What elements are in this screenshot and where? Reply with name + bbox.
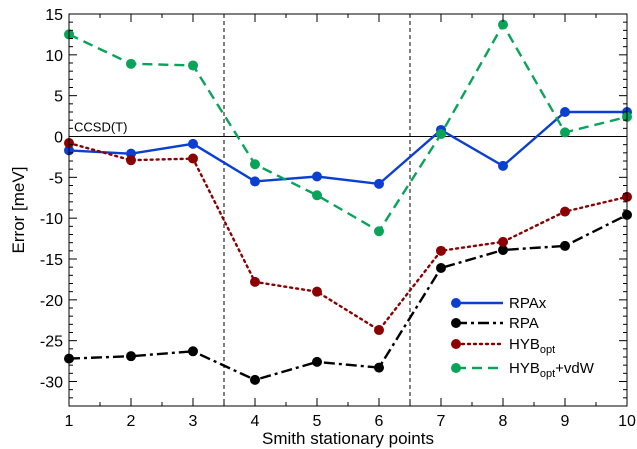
x-tick-label: 6 — [375, 413, 384, 430]
series-line-3 — [68, 22, 628, 233]
legend-label: RPA — [509, 315, 539, 332]
plot-layer — [64, 14, 632, 406]
y-tick-label: 0 — [54, 130, 63, 147]
data-point — [560, 240, 570, 251]
x-tick-label: 4 — [251, 413, 260, 430]
y-tick-label: 10 — [45, 48, 63, 65]
data-point — [560, 206, 570, 217]
axes-layer: 1 2 3 4 5 6 7 8 9 10 15 10 5 0 -5 -10 -15 -20 -25 -30 — [40, 7, 636, 430]
x-tick-label: 1 — [65, 413, 74, 430]
data-point — [250, 276, 260, 287]
data-point — [250, 159, 260, 170]
data-point — [374, 178, 384, 189]
y-tick-label: -10 — [40, 211, 63, 228]
legend-label: HYBopt — [509, 336, 555, 356]
data-point — [312, 190, 322, 201]
data-point — [560, 107, 570, 117]
x-tick-label: 7 — [437, 413, 446, 430]
legend-marker — [451, 363, 461, 373]
y-tick-label: 5 — [54, 89, 63, 106]
x-tick-label: 2 — [127, 413, 136, 430]
legend-marker — [451, 298, 461, 308]
data-point — [188, 346, 198, 357]
x-tick-label: 9 — [561, 413, 570, 430]
legend: RPAx RPA HYBopt HYBopt+vdW — [451, 295, 595, 380]
y-tick-label: -5 — [49, 170, 63, 187]
y-tick-label: -15 — [40, 252, 63, 269]
legend-marker — [451, 318, 461, 328]
data-point — [374, 226, 384, 237]
legend-label: HYBopt+vdW — [509, 360, 595, 380]
x-tick-label: 8 — [499, 413, 508, 430]
data-point — [188, 153, 198, 164]
data-point — [188, 138, 198, 149]
data-point — [436, 262, 446, 273]
data-point — [560, 127, 570, 138]
y-tick-label: -20 — [40, 293, 63, 310]
x-tick-label: 5 — [313, 413, 322, 430]
data-point — [498, 160, 508, 171]
data-point — [436, 129, 446, 140]
series-line-0 — [68, 110, 627, 186]
data-point — [126, 351, 136, 362]
legend-marker — [451, 339, 461, 349]
data-point — [312, 171, 322, 182]
series-line-2 — [67, 141, 629, 332]
y-tick-label: 15 — [45, 7, 63, 24]
data-point — [188, 60, 198, 71]
y-axis-title: Error [meV] — [9, 167, 28, 254]
data-point — [374, 325, 384, 336]
data-point — [126, 155, 136, 166]
x-axis-title: Smith stationary points — [262, 429, 434, 448]
x-tick-label: 3 — [189, 413, 198, 430]
data-point — [126, 58, 136, 69]
x-tick-label: 10 — [618, 413, 636, 430]
y-tick-label: -25 — [40, 334, 63, 351]
series-line-1 — [68, 213, 628, 382]
data-point — [374, 362, 384, 373]
data-point — [312, 286, 322, 297]
data-point — [498, 236, 508, 247]
data-point — [436, 245, 446, 256]
data-point — [498, 245, 508, 256]
data-point — [250, 374, 260, 385]
legend-label: RPAx — [509, 295, 547, 312]
y-tick-label: -30 — [40, 375, 63, 392]
reference-line-label: CCSD(T) — [74, 120, 127, 135]
data-point — [312, 356, 322, 367]
data-point — [498, 19, 508, 30]
data-point — [250, 176, 260, 187]
